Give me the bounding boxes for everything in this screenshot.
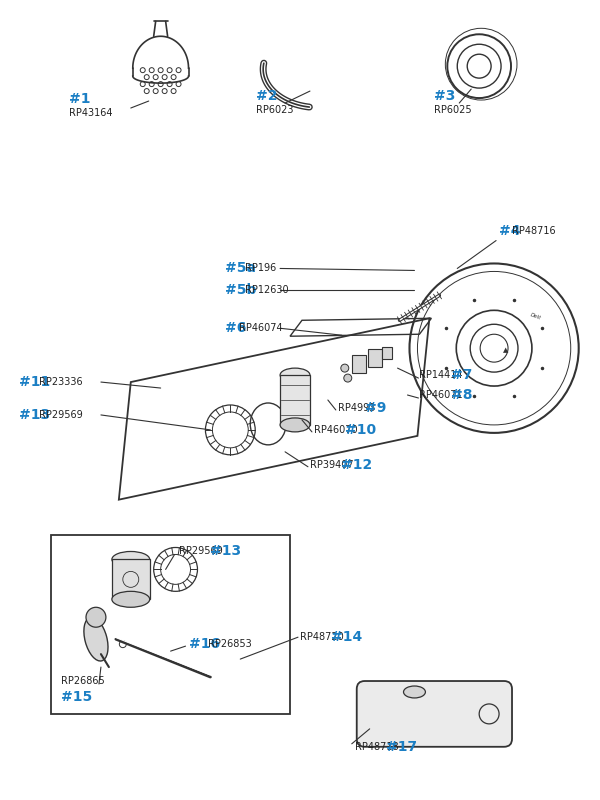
Text: RP26853: RP26853 (208, 639, 252, 649)
Bar (112, 559, 149, 599)
Text: #11: #11 (19, 375, 50, 389)
Text: #10: #10 (345, 423, 376, 437)
Bar (382, 347, 392, 359)
Text: RP14414: RP14414 (419, 370, 463, 380)
Ellipse shape (280, 368, 310, 382)
Text: #9: #9 (365, 401, 386, 415)
Text: RP46070: RP46070 (314, 425, 358, 435)
Bar (352, 355, 365, 373)
Text: #14: #14 (331, 630, 362, 644)
Text: #1: #1 (69, 92, 91, 106)
Text: #13: #13 (19, 408, 50, 422)
Ellipse shape (84, 618, 108, 661)
Text: #7: #7 (451, 368, 472, 382)
Text: RP29569: RP29569 (39, 410, 83, 420)
Ellipse shape (404, 686, 425, 698)
Text: RP6025: RP6025 (434, 105, 472, 115)
Bar (280, 375, 310, 425)
Circle shape (86, 607, 106, 627)
Bar (51, 534, 290, 714)
Text: RP29569: RP29569 (179, 546, 223, 557)
Text: RP12630: RP12630 (245, 286, 289, 295)
Ellipse shape (280, 418, 310, 432)
Text: RP46071: RP46071 (419, 390, 463, 400)
Text: #13: #13 (210, 545, 241, 558)
Bar (368, 349, 382, 367)
Text: RP48720: RP48720 (300, 632, 344, 642)
Text: #8: #8 (451, 388, 472, 402)
Text: RP43164: RP43164 (69, 108, 113, 118)
Text: RP6023: RP6023 (256, 105, 294, 115)
Text: #5a: #5a (226, 262, 256, 275)
Text: #4: #4 (499, 223, 521, 238)
Text: #3: #3 (434, 89, 456, 103)
Text: Delt: Delt (530, 313, 542, 322)
Text: #17: #17 (386, 740, 417, 754)
Ellipse shape (112, 591, 149, 607)
Text: RP4993: RP4993 (338, 403, 375, 413)
Circle shape (341, 364, 349, 372)
Text: RP23336: RP23336 (39, 377, 82, 387)
Text: #6: #6 (226, 322, 247, 335)
Text: ▲: ▲ (503, 347, 509, 353)
Text: #16: #16 (188, 637, 220, 651)
Text: RP46074: RP46074 (239, 323, 283, 334)
FancyBboxPatch shape (357, 681, 512, 746)
Text: #12: #12 (341, 458, 373, 472)
Text: #15: #15 (61, 690, 92, 704)
Text: RP26865: RP26865 (61, 676, 105, 686)
Text: RP48718: RP48718 (355, 742, 398, 752)
Circle shape (344, 374, 352, 382)
Text: RP196: RP196 (245, 263, 276, 274)
Text: #2: #2 (256, 89, 278, 103)
Text: #5b: #5b (226, 283, 257, 298)
Text: RP48716: RP48716 (512, 226, 556, 235)
Text: RP39407: RP39407 (310, 460, 353, 470)
Ellipse shape (112, 551, 149, 567)
